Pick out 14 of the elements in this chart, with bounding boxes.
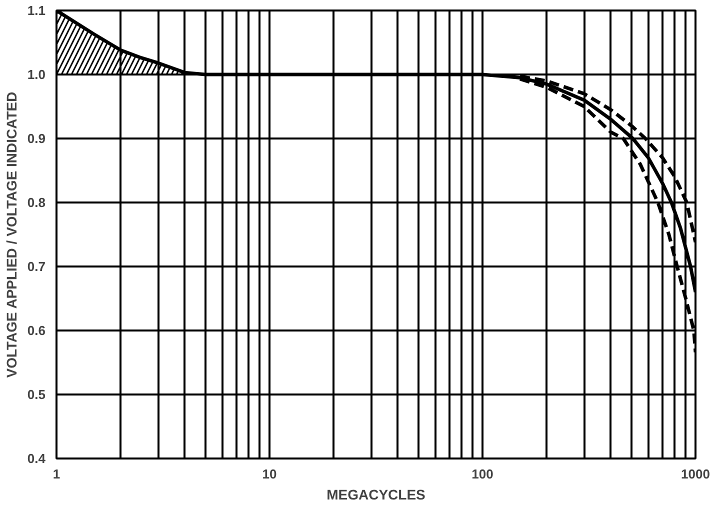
y-tick-label: 0.4 [27,451,46,466]
x-tick-label: 100 [472,466,494,482]
y-tick-label: 1.1 [27,3,46,18]
y-tick-label: 0.8 [27,195,46,210]
x-tick-label: 10 [262,466,277,482]
x-tick-label: 1000 [681,466,710,482]
y-tick-label: 0.6 [27,323,46,338]
y-tick-label: 0.7 [27,259,46,274]
y-tick-label: 0.5 [27,387,46,402]
y-axis-title: VOLTAGE APPLIED / VOLTAGE INDICATED [3,92,20,378]
y-tick-label: 1.0 [27,67,46,82]
y-tick-label: 0.9 [27,131,46,146]
x-axis-title: MEGACYCLES [326,486,426,502]
x-tick-label: 1 [52,466,60,482]
